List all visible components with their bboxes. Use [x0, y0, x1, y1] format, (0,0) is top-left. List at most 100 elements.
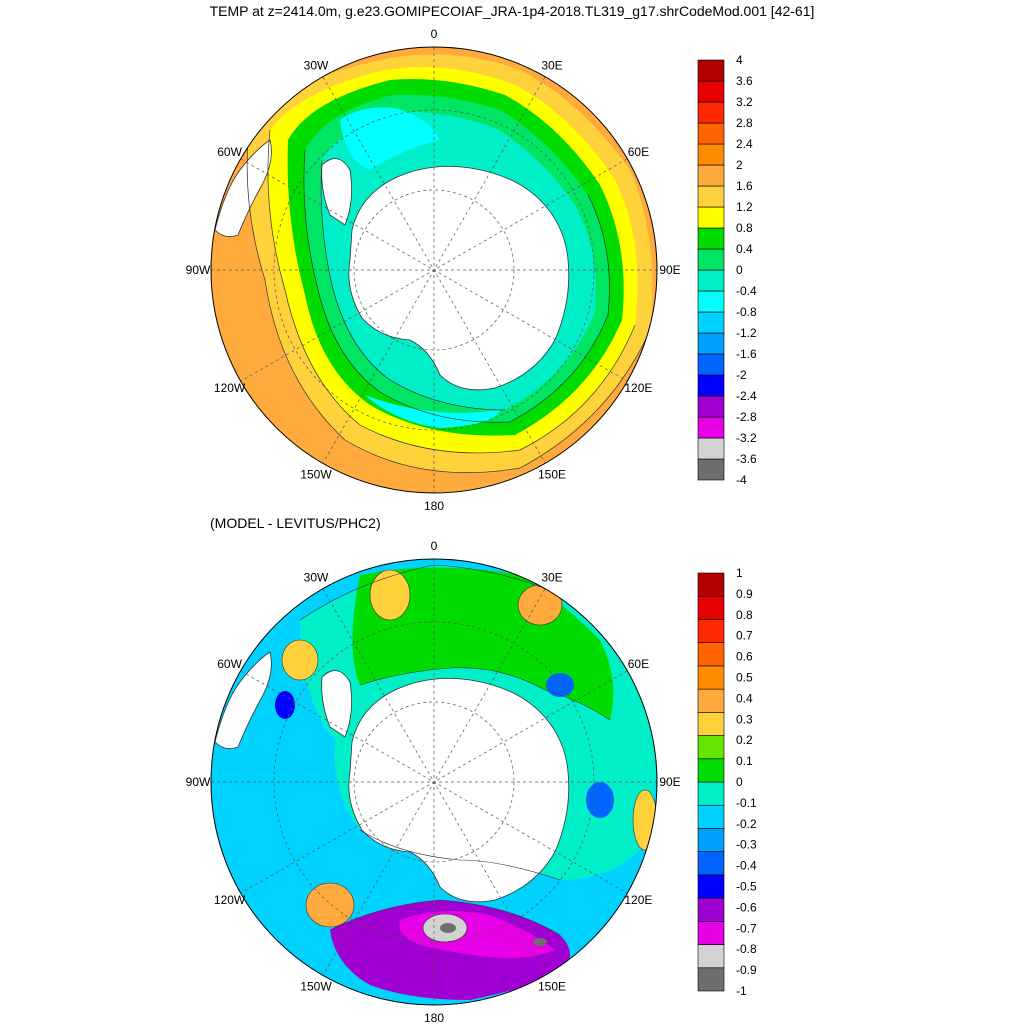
longitude-label: 180 — [424, 499, 444, 513]
colorbar-tick-label: 4 — [736, 53, 743, 67]
colorbar-box — [697, 897, 725, 922]
diff-anomaly-cold-1 — [586, 782, 614, 818]
colorbar-box — [697, 688, 725, 713]
colorbar-box — [697, 227, 725, 250]
longitude-label: 150W — [300, 467, 332, 481]
colorbar-tick-label: -1.2 — [736, 326, 757, 340]
colorbar-box — [697, 735, 725, 760]
antarctic-peninsula — [321, 158, 353, 226]
colorbar-box — [697, 59, 725, 82]
colorbar-tick-label: -0.3 — [736, 838, 757, 852]
colorbar-box — [697, 80, 725, 103]
longitude-label: 180 — [424, 1011, 444, 1024]
colorbar-tick-label: -0.2 — [736, 817, 757, 831]
longitude-label: 60E — [628, 145, 649, 159]
colorbar-tick-label: 0.8 — [736, 221, 753, 235]
colorbar-tick-label: -0.6 — [736, 900, 757, 914]
diff-anomaly-warm-4 — [305, 882, 355, 928]
colorbar-box — [697, 665, 725, 690]
colorbar-tick-label: 0.4 — [736, 242, 753, 256]
colorbar-box — [697, 206, 725, 229]
colorbar-tick-label: -1 — [736, 984, 747, 998]
colorbar-tick-label: -0.4 — [736, 859, 757, 873]
colorbar-box — [697, 572, 725, 597]
colorbar-tick-label: -0.7 — [736, 921, 757, 935]
colorbar-tick-label: 0.2 — [736, 733, 753, 747]
colorbar-tick-label: 2.8 — [736, 116, 753, 130]
colorbar-tick-label: 0.4 — [736, 691, 753, 705]
colorbar-box — [697, 122, 725, 145]
longitude-label: 30E — [541, 59, 562, 73]
colorbar-box — [697, 458, 725, 481]
colorbar-box — [697, 921, 725, 945]
colorbar-tick-label: -4 — [736, 473, 747, 487]
temperature-contours — [246, 119, 651, 474]
colorbar-tick-label: -2 — [736, 368, 747, 382]
colorbar-box — [697, 967, 725, 992]
colorbar-box — [697, 416, 725, 439]
temperature-field — [211, 47, 657, 493]
colorbar-box — [697, 353, 725, 376]
colorbar-tick-label: -3.6 — [736, 452, 757, 466]
colorbar-box — [697, 269, 725, 292]
diff-anomaly-warm-3 — [281, 639, 319, 681]
colorbar-temperature: -4 -3.6 -3.2 -2.8 -2.4 -2 -1.6 -1.2 -0.8 -0.4 0 0.4… — [697, 53, 757, 487]
colorbar-tick-label: 2.4 — [736, 137, 753, 151]
field-fill-neg0p8-neg0p4 — [340, 107, 440, 170]
colorbar-tick-label: 0.6 — [736, 650, 753, 664]
colorbar-tick-label: 1.2 — [736, 200, 753, 214]
colorbar-tick-label: -0.1 — [736, 796, 757, 810]
field-fill-ross-cold — [365, 395, 500, 428]
longitude-label: 0 — [431, 539, 438, 553]
colorbar-tick-label: -0.8 — [736, 305, 757, 319]
map-boundary — [210, 558, 658, 1006]
graticule — [211, 47, 657, 493]
colorbar-box — [697, 874, 725, 899]
diff-anomaly-warm-2 — [517, 584, 563, 626]
colorbar-box — [697, 143, 725, 166]
colorbar-tick-label: 3.2 — [736, 95, 753, 109]
colorbar-box — [697, 101, 725, 124]
colorbar-box — [697, 248, 725, 271]
longitude-label: 90E — [659, 263, 680, 277]
longitude-label: 90E — [659, 775, 680, 789]
colorbar-box — [697, 828, 725, 852]
antarctica-landmass — [348, 166, 570, 391]
antarctic-peninsula — [321, 670, 353, 738]
colorbar-tick-label: -0.8 — [736, 942, 757, 956]
colorbar-box — [697, 712, 725, 736]
longitude-label: 120W — [214, 893, 246, 907]
colorbar-tick-label: 0.7 — [736, 629, 753, 643]
colorbar-tick-label: 0 — [736, 263, 743, 277]
plot-title: TEMP at z=2414.0m, g.e23.GOMIPECOIAF_JRA… — [209, 3, 815, 19]
diff-anomaly-cold-2 — [546, 673, 574, 697]
longitude-labels: 0 30E 60E 90E 120E 150E 180 150W 120W 90W 60W 30W — [186, 539, 681, 1024]
longitude-label: 150E — [538, 467, 566, 481]
colorbar-box — [697, 758, 725, 783]
colorbar-box — [697, 804, 725, 829]
longitude-label: 30W — [304, 571, 329, 585]
colorbar-box — [697, 185, 725, 208]
diff-anomaly-cold-3 — [275, 691, 295, 719]
colorbar-box — [697, 164, 725, 187]
longitude-labels: 0 30E 60E 90E 120E 150E 180 150W 120W 90W 60W 30W — [186, 27, 681, 513]
colorbar-tick-label: 1 — [736, 566, 743, 580]
colorbar-box — [697, 781, 725, 806]
antarctica-landmass — [348, 678, 570, 903]
colorbar-tick-label: 0.1 — [736, 754, 753, 768]
diff-fill-min-2 — [533, 938, 547, 946]
colorbar-box — [697, 944, 725, 969]
graticule — [211, 559, 657, 1005]
difference-map: 0 30E 60E 90E 120E 150E 180 150W 120W 90W 60W 30W — [186, 539, 681, 1024]
colorbar-tick-label: -2.4 — [736, 389, 757, 403]
colorbar-tick-label: 0.3 — [736, 712, 753, 726]
colorbar-tick-label: -1.6 — [736, 347, 757, 361]
colorbar-box — [697, 395, 725, 418]
colorbar-box — [697, 619, 725, 643]
colorbar-tick-label: -3.2 — [736, 431, 757, 445]
south-america-landmass — [214, 651, 272, 750]
diff-fill-below-neg0p9 — [440, 923, 456, 933]
colorbar-tick-label: 0.8 — [736, 608, 753, 622]
colorbar-box — [697, 595, 725, 620]
